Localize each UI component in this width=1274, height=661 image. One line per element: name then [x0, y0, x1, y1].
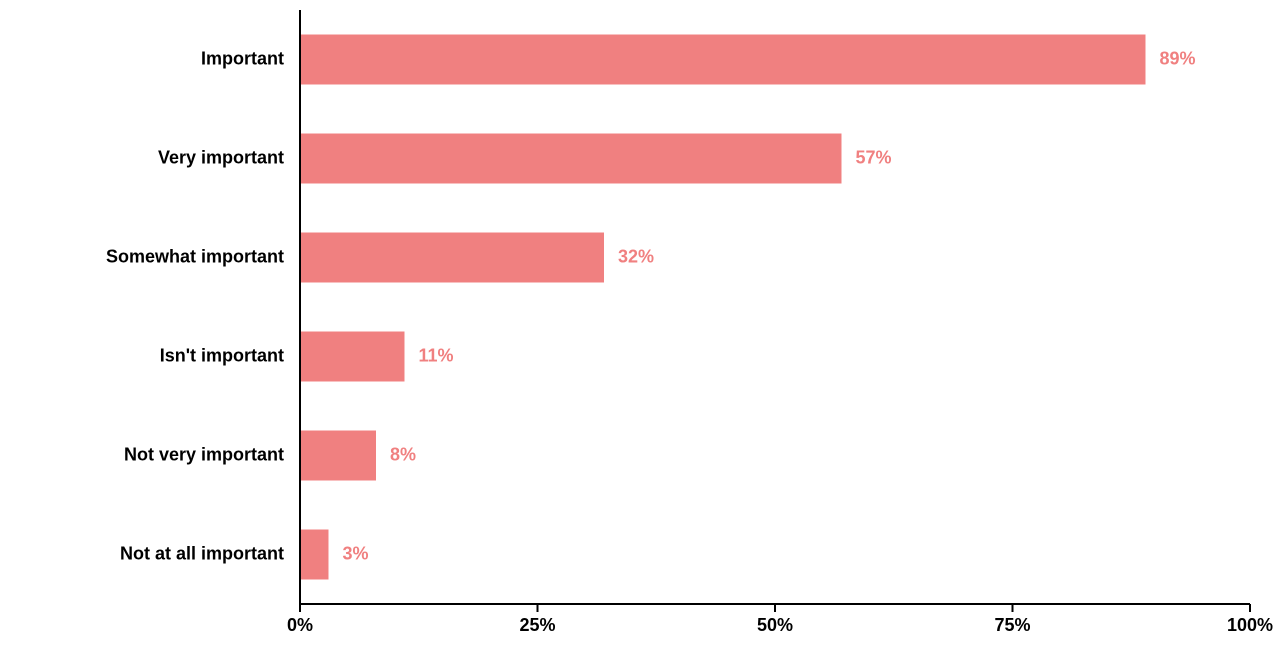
x-tick-label: 100% [1227, 615, 1273, 635]
x-tick-label: 25% [519, 615, 555, 635]
bar [300, 530, 329, 580]
bar [300, 134, 842, 184]
value-label: 3% [343, 543, 369, 563]
bar-chart: Important 89% Very important 57% Somewhat im… [0, 0, 1274, 661]
category-label: Somewhat important [106, 246, 284, 266]
x-tick-label: 50% [757, 615, 793, 635]
bar [300, 35, 1146, 85]
value-label: 8% [390, 444, 416, 464]
category-label: Isn't important [160, 345, 284, 365]
bar [300, 233, 604, 283]
value-label: 32% [618, 246, 654, 266]
value-label: 11% [419, 345, 454, 365]
category-label: Very important [158, 147, 284, 167]
category-label: Not very important [124, 444, 284, 464]
bar [300, 431, 376, 481]
bar [300, 332, 405, 382]
x-tick-label: 0% [287, 615, 313, 635]
value-label: 89% [1160, 48, 1196, 68]
value-label: 57% [856, 147, 892, 167]
category-label: Important [201, 48, 284, 68]
x-tick-label: 75% [994, 615, 1030, 635]
category-label: Not at all important [120, 543, 284, 563]
